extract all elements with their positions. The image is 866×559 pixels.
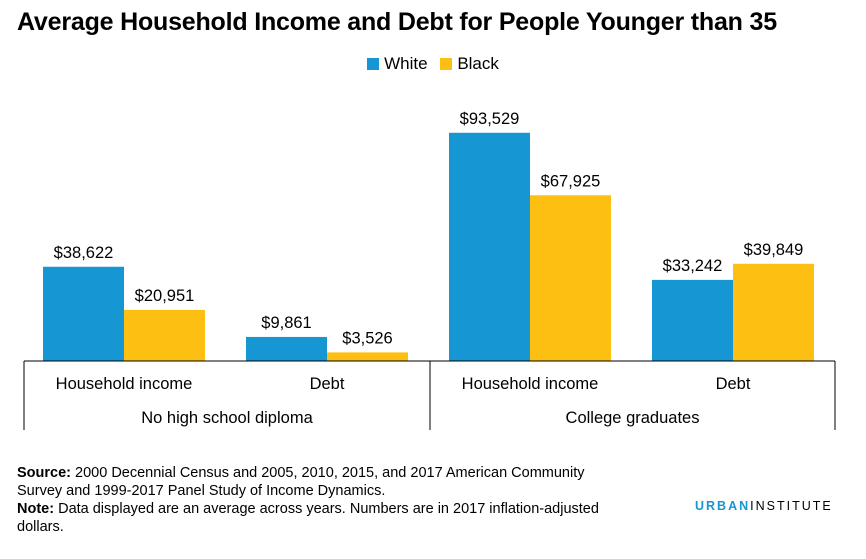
legend-label-black: Black: [457, 54, 499, 73]
source-label: Source:: [17, 465, 71, 481]
bar-white-3: [652, 279, 733, 361]
category-label-0: Household income: [56, 375, 193, 393]
note-label: Note:: [17, 501, 55, 517]
category-label-1: Debt: [310, 375, 345, 393]
data-label-white-0: $38,622: [54, 244, 114, 262]
note-text: Data displayed are an average across yea…: [17, 501, 599, 535]
logo-institute: INSTITUTE: [750, 499, 833, 513]
data-label-black-3: $39,849: [744, 241, 804, 259]
bar-white-2: [449, 132, 530, 361]
bar-black-2: [530, 195, 611, 361]
chart-footer: Source: 2000 Decennial Census and 2005, …: [17, 464, 617, 536]
legend-item-black: Black: [440, 54, 499, 74]
legend-swatch-white: [367, 58, 380, 70]
category-label-2: Household income: [462, 375, 599, 393]
data-label-white-2: $93,529: [460, 110, 520, 128]
bar-white-0: [43, 266, 124, 361]
source-note: Source: 2000 Decennial Census and 2005, …: [17, 464, 617, 500]
urban-institute-logo: URBANINSTITUTE: [695, 499, 833, 513]
logo-urban: URBAN: [695, 499, 751, 513]
bar-black-3: [733, 263, 814, 361]
category-label-3: Debt: [716, 375, 751, 393]
group-label-1: College graduates: [566, 409, 700, 427]
data-label-black-1: $3,526: [342, 329, 392, 347]
group-label-0: No high school diploma: [141, 409, 313, 427]
data-label-black-0: $20,951: [135, 287, 195, 305]
data-label-white-1: $9,861: [261, 314, 311, 332]
legend-swatch-black: [440, 58, 453, 70]
data-label-white-3: $33,242: [663, 257, 723, 275]
chart-title: Average Household Income and Debt for Pe…: [17, 8, 777, 36]
bar-white-1: [246, 336, 327, 361]
bar-black-1: [327, 352, 408, 361]
source-text: 2000 Decennial Census and 2005, 2010, 20…: [17, 465, 585, 499]
legend-item-white: White: [367, 54, 428, 74]
legend-label-white: White: [384, 54, 428, 73]
bar-chart: $38,622 $9,861 $93,529 $33,242 $20,951 $3,526…: [23, 110, 836, 430]
bar-black-0: [124, 309, 205, 361]
data-label-black-2: $67,925: [541, 172, 601, 190]
note: Note: Data displayed are an average acro…: [17, 500, 617, 536]
legend: White Black: [0, 54, 866, 75]
